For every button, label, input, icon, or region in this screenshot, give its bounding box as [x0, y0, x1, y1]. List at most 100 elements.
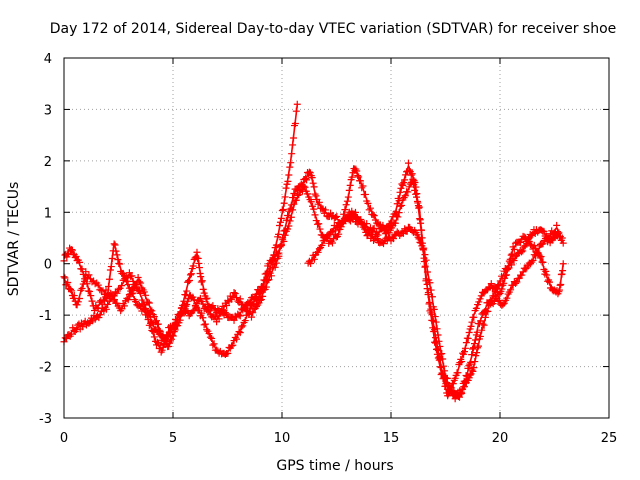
data-point — [494, 282, 502, 290]
data-point — [120, 302, 128, 310]
data-point — [199, 285, 207, 293]
data-point — [127, 290, 135, 298]
data-point — [428, 316, 436, 324]
data-point — [277, 214, 285, 222]
data-point — [183, 307, 191, 315]
data-point — [280, 199, 288, 207]
data-point — [485, 301, 493, 309]
data-point — [318, 204, 326, 212]
data-point — [469, 345, 477, 353]
data-point — [396, 188, 404, 196]
data-point — [205, 307, 213, 315]
data-point — [557, 280, 565, 288]
data-point — [64, 279, 72, 287]
data-point — [197, 273, 205, 281]
data-point — [271, 263, 279, 271]
data-point — [468, 351, 476, 359]
x-tick-label: 20 — [492, 431, 509, 446]
data-point — [190, 306, 198, 314]
data-point — [340, 210, 348, 218]
data-point — [469, 367, 477, 375]
data-point — [307, 198, 315, 206]
data-point — [520, 243, 528, 251]
data-point — [421, 262, 429, 270]
data-point — [195, 259, 203, 267]
data-point — [173, 316, 181, 324]
data-point — [74, 298, 82, 306]
data-point — [341, 206, 349, 214]
data-point — [484, 307, 492, 315]
plot-frame — [63, 57, 610, 419]
data-point — [86, 287, 94, 295]
data-point — [130, 281, 138, 289]
data-point — [412, 183, 420, 191]
data-point — [392, 208, 400, 216]
data-point — [431, 313, 439, 321]
data-point — [276, 222, 284, 230]
data-point — [460, 383, 468, 391]
data-point — [398, 201, 406, 209]
data-point — [279, 205, 287, 213]
x-tick-label: 10 — [274, 431, 291, 446]
data-point — [96, 286, 104, 294]
data-point — [534, 249, 542, 257]
data-point — [343, 197, 351, 205]
data-point — [61, 274, 69, 282]
data-point — [365, 206, 373, 214]
data-point — [277, 241, 285, 249]
data-point — [128, 272, 136, 280]
data-point — [77, 286, 85, 294]
data-point — [79, 323, 87, 331]
data-point — [220, 306, 228, 314]
data-point — [139, 300, 147, 308]
data-point — [434, 331, 442, 339]
data-point — [422, 275, 430, 283]
data-point — [443, 379, 451, 387]
data-point — [495, 281, 503, 289]
data-point — [374, 231, 382, 239]
data-point — [472, 352, 480, 360]
data-point — [287, 213, 295, 221]
data-point — [520, 233, 528, 241]
data-point — [91, 280, 99, 288]
data-point — [281, 226, 289, 234]
data-point — [353, 167, 361, 175]
data-point — [105, 282, 113, 290]
series-trace-4 — [304, 159, 563, 403]
data-point — [471, 358, 479, 366]
data-point — [420, 258, 428, 266]
data-point — [193, 248, 201, 256]
data-point — [224, 349, 232, 357]
y-tick-label: 2 — [44, 155, 52, 170]
data-point — [140, 288, 148, 296]
y-tick-label: -1 — [39, 309, 52, 324]
data-point — [259, 292, 267, 300]
data-point — [285, 171, 293, 179]
data-point — [105, 275, 113, 283]
data-point — [427, 286, 435, 294]
data-point — [370, 224, 378, 232]
data-point — [284, 211, 292, 219]
data-point — [419, 246, 427, 254]
data-point — [553, 221, 561, 229]
data-point — [432, 345, 440, 353]
data-point — [135, 286, 143, 294]
data-point — [264, 276, 272, 284]
data-point — [438, 369, 446, 377]
data-point — [462, 339, 470, 347]
data-point — [510, 257, 518, 265]
data-point — [507, 251, 515, 259]
data-point — [314, 248, 322, 256]
data-point — [355, 173, 363, 181]
data-point — [350, 212, 358, 220]
data-point — [472, 304, 480, 312]
data-point — [287, 159, 295, 167]
data-point — [522, 265, 530, 273]
data-point — [233, 294, 241, 302]
x-tick-label: 5 — [169, 431, 177, 446]
data-point — [186, 271, 194, 279]
y-tick-label: 3 — [44, 103, 52, 118]
data-point — [124, 281, 132, 289]
data-point — [147, 313, 155, 321]
